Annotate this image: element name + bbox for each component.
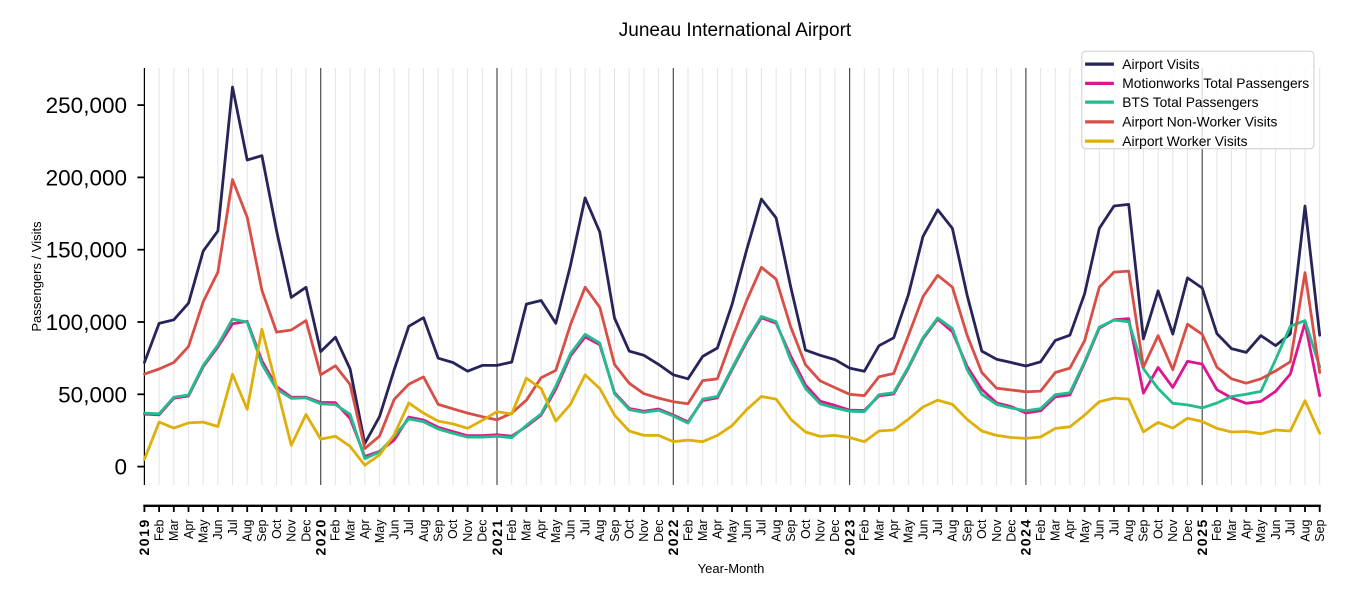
svg-text:May: May (1078, 519, 1092, 543)
svg-text:2019: 2019 (136, 518, 152, 555)
svg-text:150,000: 150,000 (46, 238, 127, 263)
svg-text:Aug: Aug (593, 519, 607, 541)
svg-text:200,000: 200,000 (46, 165, 127, 190)
svg-text:Jul: Jul (1107, 520, 1121, 536)
svg-text:Jun: Jun (740, 519, 754, 539)
svg-text:Jul: Jul (226, 520, 240, 536)
svg-text:Jun: Jun (564, 519, 578, 539)
svg-text:Nov: Nov (1166, 519, 1180, 542)
svg-text:Dec: Dec (1005, 520, 1019, 542)
svg-text:Apr: Apr (887, 520, 901, 539)
svg-text:Sep: Sep (1137, 519, 1151, 541)
svg-text:Feb: Feb (1034, 519, 1048, 541)
svg-text:50,000: 50,000 (58, 382, 127, 407)
svg-text:Feb: Feb (329, 519, 343, 541)
svg-text:Mar: Mar (1225, 520, 1239, 542)
svg-text:Apr: Apr (711, 520, 725, 539)
svg-text:Passengers / Visits: Passengers / Visits (29, 221, 44, 332)
svg-text:Sep: Sep (255, 519, 269, 541)
svg-text:Sep: Sep (1313, 519, 1327, 541)
svg-text:Oct: Oct (623, 519, 637, 539)
svg-text:Mar: Mar (872, 520, 886, 542)
svg-text:Sep: Sep (608, 519, 622, 541)
svg-text:Feb: Feb (505, 519, 519, 541)
svg-text:Jul: Jul (402, 520, 416, 536)
svg-text:Jun: Jun (388, 519, 402, 539)
svg-text:Airport Worker Visits: Airport Worker Visits (1122, 134, 1247, 149)
svg-text:Sep: Sep (960, 519, 974, 541)
svg-text:Oct: Oct (446, 519, 460, 539)
svg-text:Sep: Sep (784, 519, 798, 541)
svg-text:Jul: Jul (578, 520, 592, 536)
svg-text:2022: 2022 (665, 518, 681, 555)
svg-text:Motionworks Total Passengers: Motionworks Total Passengers (1122, 76, 1309, 91)
svg-text:Oct: Oct (799, 519, 813, 539)
svg-text:Apr: Apr (534, 520, 548, 539)
svg-text:May: May (1254, 519, 1268, 543)
svg-text:May: May (902, 519, 916, 543)
svg-text:Jul: Jul (931, 520, 945, 536)
svg-text:BTS Total Passengers: BTS Total Passengers (1122, 95, 1258, 110)
svg-text:Dec: Dec (652, 520, 666, 542)
svg-text:Dec: Dec (828, 520, 842, 542)
svg-text:May: May (197, 519, 211, 543)
svg-text:Jun: Jun (211, 519, 225, 539)
svg-text:Dec: Dec (299, 520, 313, 542)
svg-text:May: May (373, 519, 387, 543)
svg-text:Dec: Dec (476, 520, 490, 542)
svg-text:Airport Non-Worker Visits: Airport Non-Worker Visits (1122, 115, 1277, 130)
svg-text:2025: 2025 (1194, 518, 1210, 555)
svg-text:Nov: Nov (990, 519, 1004, 542)
svg-text:Mar: Mar (167, 520, 181, 542)
svg-text:Juneau International Airport: Juneau International Airport (619, 20, 852, 41)
svg-text:Oct: Oct (270, 519, 284, 539)
svg-text:Jun: Jun (916, 519, 930, 539)
svg-text:Airport Visits: Airport Visits (1122, 57, 1199, 72)
svg-text:2023: 2023 (841, 518, 857, 555)
svg-text:Feb: Feb (681, 519, 695, 541)
svg-text:Oct: Oct (1151, 519, 1165, 539)
svg-text:Aug: Aug (769, 519, 783, 541)
svg-text:Apr: Apr (1063, 520, 1077, 539)
svg-text:Oct: Oct (975, 519, 989, 539)
svg-text:Aug: Aug (1298, 519, 1312, 541)
svg-text:Jul: Jul (755, 520, 769, 536)
svg-text:Aug: Aug (241, 519, 255, 541)
svg-text:Nov: Nov (285, 519, 299, 542)
svg-text:Aug: Aug (946, 519, 960, 541)
svg-text:Nov: Nov (814, 519, 828, 542)
svg-text:May: May (725, 519, 739, 543)
svg-text:Mar: Mar (1049, 520, 1063, 542)
svg-text:Nov: Nov (637, 519, 651, 542)
svg-text:Mar: Mar (696, 520, 710, 542)
svg-text:Year-Month: Year-Month (698, 561, 765, 576)
svg-text:Apr: Apr (182, 520, 196, 539)
svg-text:Dec: Dec (1181, 520, 1195, 542)
svg-text:Feb: Feb (152, 519, 166, 541)
svg-text:0: 0 (114, 455, 127, 480)
svg-text:250,000: 250,000 (46, 93, 127, 118)
svg-text:Apr: Apr (358, 520, 372, 539)
svg-text:100,000: 100,000 (46, 310, 127, 335)
svg-text:Jun: Jun (1093, 519, 1107, 539)
svg-text:Nov: Nov (461, 519, 475, 542)
svg-text:Apr: Apr (1240, 520, 1254, 539)
svg-text:Sep: Sep (432, 519, 446, 541)
svg-text:Jul: Jul (1284, 520, 1298, 536)
svg-text:Jun: Jun (1269, 519, 1283, 539)
svg-text:Aug: Aug (1122, 519, 1136, 541)
svg-text:Aug: Aug (417, 519, 431, 541)
svg-text:Feb: Feb (1210, 519, 1224, 541)
svg-text:Mar: Mar (520, 520, 534, 542)
svg-text:May: May (549, 519, 563, 543)
svg-text:2021: 2021 (489, 518, 505, 555)
svg-text:2024: 2024 (1018, 518, 1034, 555)
svg-text:Mar: Mar (343, 520, 357, 542)
svg-text:2020: 2020 (313, 518, 329, 555)
svg-text:Feb: Feb (858, 519, 872, 541)
